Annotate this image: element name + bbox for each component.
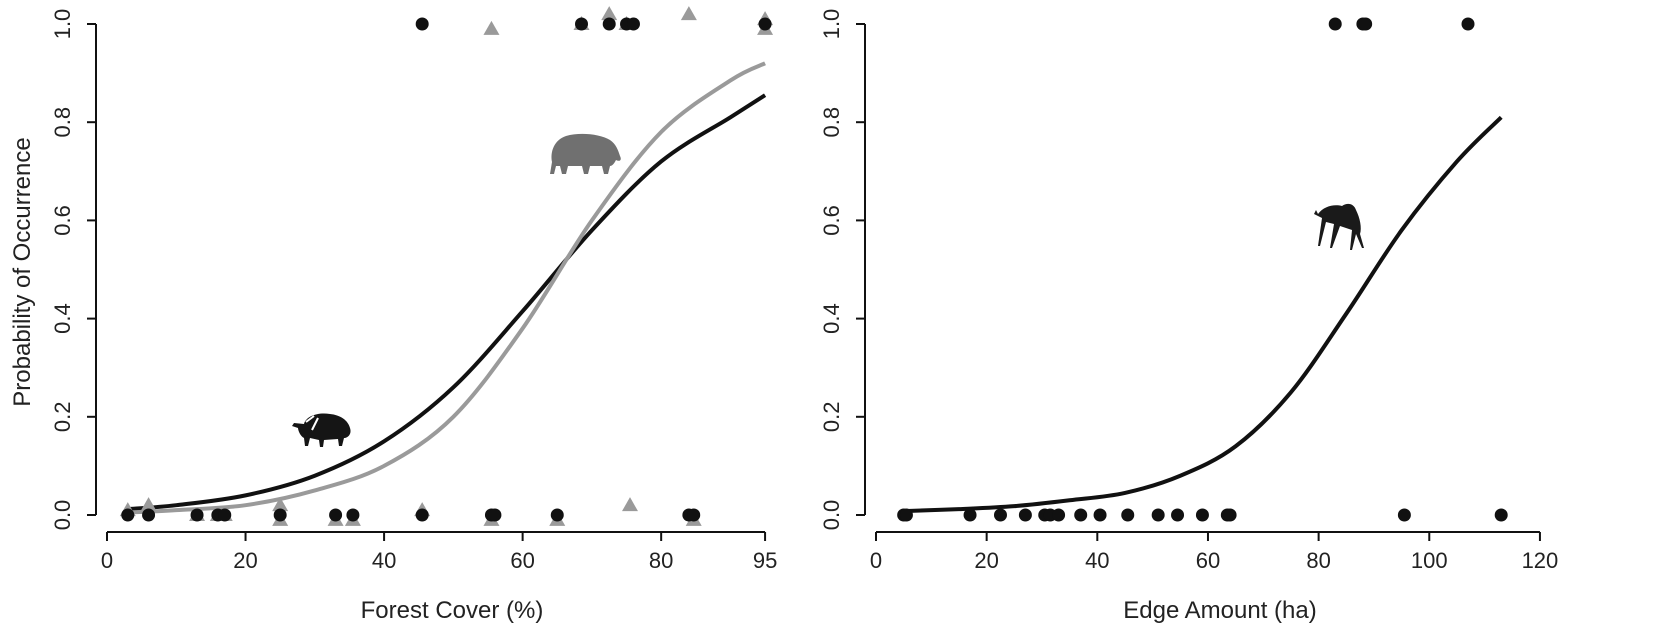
x-tick-label: 20 (233, 548, 257, 573)
circle-point (488, 508, 502, 522)
circle-point (1052, 508, 1066, 522)
circle-point (758, 17, 772, 31)
panel-forest-cover: 0 20 40 60 80 95 0.0 0.2 0.4 0.6 0.8 1.0 (50, 6, 777, 573)
triangle-point (272, 497, 289, 512)
circle-point (415, 17, 429, 31)
y-tick-label: 0.0 (50, 500, 75, 531)
y-tick-label: 0.2 (819, 402, 844, 433)
circle-point (1151, 508, 1165, 522)
circle-point (142, 508, 156, 522)
circle-point (626, 17, 640, 31)
x-tick-label: 0 (870, 548, 882, 573)
x-axis-label: Forest Cover (%) (361, 597, 544, 624)
x-tick-label: 80 (1306, 548, 1330, 573)
circle-point (1397, 508, 1411, 522)
x-tick-label: 40 (372, 548, 396, 573)
circle-point (1018, 508, 1032, 522)
x-tick-label: 120 (1522, 548, 1559, 573)
maned-wolf-icon (1314, 203, 1364, 250)
y-tick-label: 1.0 (50, 9, 75, 40)
circle-point (602, 17, 616, 31)
circle-point (899, 508, 913, 522)
fitted-curve (127, 61, 766, 515)
x-tick-label: 95 (753, 548, 777, 573)
panel-edge-amount: 0 20 40 60 80 100 120 0.0 0.2 0.4 0.6 0.8 1.0 (819, 9, 1558, 573)
circle-point (346, 508, 360, 522)
triangle-point (601, 6, 618, 21)
circle-point (190, 508, 204, 522)
x-axis-label: Edge Amount (ha) (1123, 597, 1316, 624)
triangle-point (621, 497, 638, 512)
x-tick-label: 60 (1196, 548, 1220, 573)
y-tick-label: 0.8 (819, 107, 844, 138)
circle-point (218, 508, 232, 522)
circle-point (550, 508, 564, 522)
x-tick-label: 40 (1085, 548, 1109, 573)
circle-point (1074, 508, 1088, 522)
circle-point (121, 508, 135, 522)
circle-point (329, 508, 343, 522)
circle-point (1195, 508, 1209, 522)
x-tick-label: 80 (649, 548, 673, 573)
circle-point (575, 17, 589, 31)
tapir-icon (550, 133, 621, 174)
y-tick-label: 0.4 (50, 303, 75, 334)
fitted-curve (903, 115, 1503, 514)
circle-point (1223, 508, 1237, 522)
y-tick-label: 0.8 (50, 107, 75, 138)
circle-point (1461, 17, 1475, 31)
y-tick-label: 0.6 (819, 205, 844, 236)
y-tick-label: 0.6 (50, 205, 75, 236)
x-tick-label: 60 (510, 548, 534, 573)
triangle-point (483, 20, 500, 35)
peccary-icon (292, 413, 351, 447)
triangle-point (140, 497, 157, 512)
y-tick-label: 0.0 (819, 500, 844, 531)
y-tick-label: 1.0 (819, 9, 844, 40)
y-tick-label: 0.2 (50, 402, 75, 433)
circle-point (1093, 508, 1107, 522)
fitted-curve (127, 93, 767, 512)
circle-point (993, 508, 1007, 522)
circle-point (1494, 508, 1508, 522)
circle-point (963, 508, 977, 522)
circle-point (1171, 508, 1185, 522)
x-tick-label: 20 (974, 548, 998, 573)
y-axis-label: Probability of Occurrence (9, 137, 36, 406)
x-tick-label: 100 (1411, 548, 1448, 573)
y-tick-label: 0.4 (819, 303, 844, 334)
triangle-point (680, 6, 697, 21)
circle-point (687, 508, 701, 522)
circle-point (415, 508, 429, 522)
circle-point (1359, 17, 1373, 31)
circle-point (273, 508, 287, 522)
circle-point (1328, 17, 1342, 31)
x-tick-label: 0 (101, 548, 113, 573)
circle-point (1121, 508, 1135, 522)
